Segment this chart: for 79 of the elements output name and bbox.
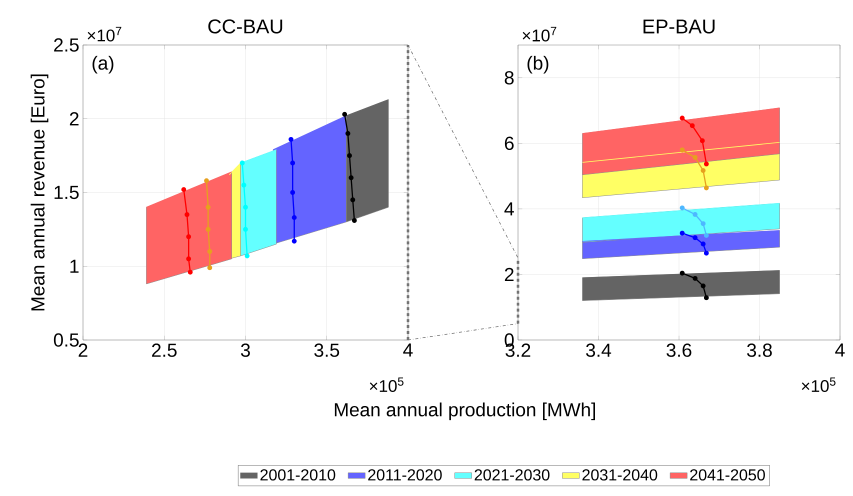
text: ×10$^{5}$: [802, 377, 836, 392]
point: [680, 116, 685, 121]
y-tick-label: 2: [70, 112, 79, 126]
point: [700, 168, 706, 173]
y-tick-label: 4: [504, 202, 514, 216]
point: [206, 226, 211, 232]
point: [243, 204, 248, 210]
point: [342, 112, 348, 117]
point: [700, 283, 706, 288]
annotation: (b): [528, 56, 548, 74]
x-tick-label: 4: [835, 344, 845, 357]
point: [680, 205, 685, 210]
annotation: (a): [92, 56, 114, 74]
x-tick-label: 2: [78, 344, 88, 357]
x-tick-label: 3.8: [747, 344, 772, 357]
x-tick-label: 3.4: [586, 344, 612, 357]
point: [186, 256, 192, 262]
point: [692, 212, 698, 217]
x-tick-label: 3.6: [666, 344, 692, 357]
legend-label: 2001-2010: [260, 469, 336, 481]
text: ×10$^{7}$: [88, 26, 122, 42]
point: [700, 242, 706, 246]
point: [690, 123, 695, 128]
point: [243, 226, 248, 232]
point: [181, 187, 186, 192]
x-tick-label: 3.5: [314, 344, 340, 357]
legend-label: 2011-2020: [368, 469, 442, 481]
y-tick-label: 1: [70, 260, 79, 273]
point: [184, 212, 190, 218]
y-tick-label: 0.5: [54, 333, 79, 347]
legend-label: 2041-2050: [690, 469, 765, 481]
point: [700, 138, 705, 144]
x-axis-title: Mean annual production [MWh]: [334, 402, 595, 420]
y-tick-label: 1.5: [54, 186, 79, 200]
point: [290, 160, 296, 166]
point: [700, 221, 706, 226]
point: [186, 234, 192, 240]
chart-title: CC-BAU: [208, 19, 282, 34]
point: [352, 218, 357, 223]
point: [244, 253, 250, 258]
point: [704, 250, 709, 256]
point: [692, 235, 698, 240]
point: [350, 197, 356, 202]
point: [680, 270, 685, 276]
point: [292, 238, 297, 244]
point: [347, 153, 352, 158]
point: [704, 162, 709, 166]
text: ×10$^{5}$: [370, 377, 404, 392]
point: [704, 185, 709, 190]
y-tick-label: 6: [504, 136, 514, 150]
point: [704, 233, 709, 238]
point: [692, 154, 698, 160]
point: [241, 182, 246, 188]
point: [240, 160, 245, 166]
legend-label: 2031-2040: [582, 469, 658, 481]
point: [290, 190, 296, 195]
point: [292, 215, 297, 220]
point: [207, 265, 212, 270]
point: [206, 204, 211, 210]
chart-title: EP-BAU: [644, 20, 715, 34]
y-tick-label: 2: [504, 268, 514, 282]
point: [692, 276, 698, 281]
x-tick-label: 3: [240, 344, 250, 357]
y-axis-title: Mean annual revenue [Euro]: [30, 74, 48, 310]
legend-label: 2021-2030: [474, 469, 550, 481]
point: [680, 230, 685, 236]
point: [188, 270, 193, 275]
point: [348, 175, 354, 180]
point: [345, 131, 350, 136]
point: [704, 295, 709, 300]
point: [288, 136, 294, 142]
point: [207, 249, 212, 254]
point: [204, 178, 209, 184]
text: ×10$^{7}$: [522, 26, 556, 42]
y-tick-label: 8: [504, 71, 514, 84]
y-tick-label: 2.5: [54, 38, 79, 52]
x-tick-label: 4: [403, 344, 413, 357]
x-tick-label: 2.5: [152, 344, 177, 357]
point: [680, 147, 685, 152]
